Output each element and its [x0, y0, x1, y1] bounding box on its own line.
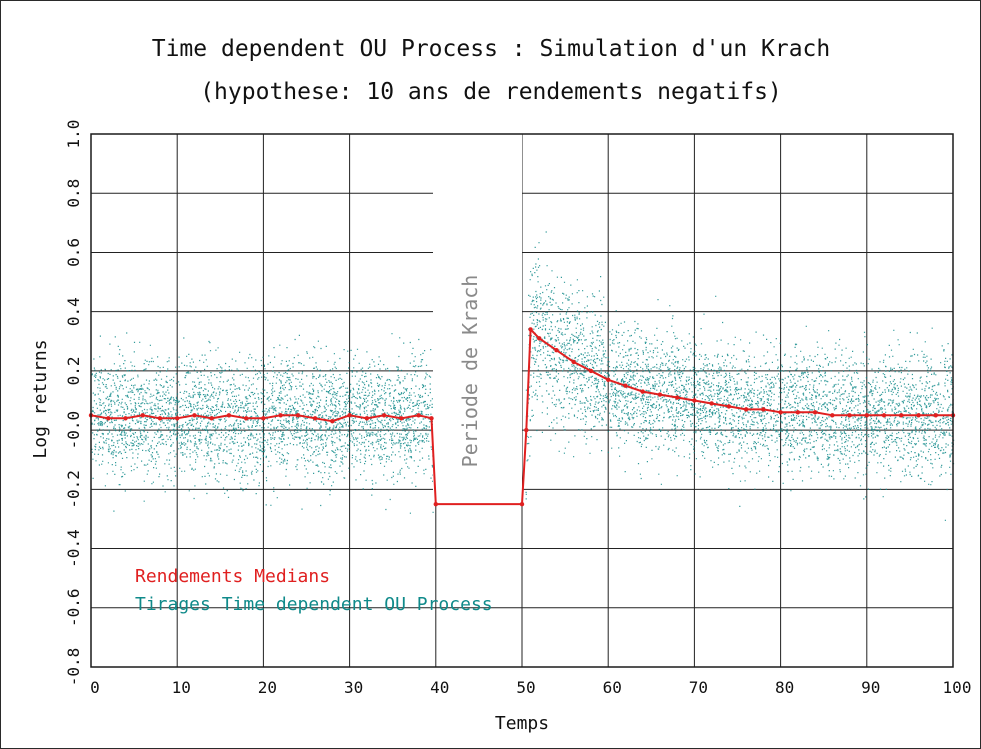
- median-point: [157, 416, 163, 421]
- legend-tirages: Tirages Time dependent OU Process: [135, 594, 493, 615]
- x-tick-label: 50: [516, 678, 535, 697]
- median-point: [312, 416, 318, 421]
- median-point: [657, 392, 663, 397]
- chart-title-line1: Time dependent OU Process : Simulation d…: [152, 36, 831, 62]
- y-axis-label: Log returns: [30, 339, 51, 458]
- median-point: [433, 501, 438, 507]
- median-point: [916, 413, 921, 418]
- median-point: [295, 413, 301, 418]
- median-point: [261, 416, 266, 421]
- median-point: [640, 389, 645, 394]
- median-point: [537, 336, 542, 341]
- plot-area: [90, 133, 954, 668]
- y-axis: -0.8 -0.6 -0.4 -0.2 -0.0 0.2 0.4 0.6 0.8 1.0: [64, 120, 83, 687]
- median-point: [933, 413, 938, 418]
- median-point: [226, 413, 232, 418]
- median-point: [881, 413, 887, 418]
- median-point: [278, 413, 283, 418]
- x-tick-label: 20: [258, 678, 277, 697]
- median-point: [347, 413, 352, 418]
- x-tick-label: 60: [603, 678, 622, 697]
- median-point: [175, 416, 180, 421]
- median-point: [761, 407, 766, 412]
- median-point: [812, 410, 818, 415]
- krach-annotation: Periode de Krach: [458, 275, 482, 468]
- x-tick-label: 70: [689, 678, 708, 697]
- median-point: [429, 416, 434, 421]
- x-tick-label: 90: [861, 678, 880, 697]
- median-point: [528, 327, 533, 332]
- median-point: [571, 359, 576, 365]
- x-axis-label: Temps: [495, 713, 549, 734]
- median-point: [554, 347, 559, 353]
- y-tick-label: 0.4: [64, 297, 83, 326]
- median-point: [830, 413, 835, 418]
- chart-title-line2: (hypothese: 10 ans de rendements negatif…: [200, 79, 782, 105]
- median-point: [726, 404, 732, 409]
- median-point: [606, 377, 611, 382]
- y-tick-label: -0.4: [64, 529, 83, 568]
- y-tick-label: -0.0: [64, 411, 83, 450]
- median-point: [209, 416, 214, 421]
- y-tick-label: 0.2: [64, 356, 83, 385]
- median-point: [623, 383, 628, 388]
- median-point: [330, 419, 335, 424]
- y-tick-label: 1.0: [64, 120, 83, 149]
- median-point: [519, 501, 525, 507]
- median-point: [192, 413, 197, 418]
- krach-window: [433, 134, 522, 506]
- x-tick-label: 30: [344, 678, 363, 697]
- median-point: [106, 416, 111, 421]
- median-point: [847, 413, 852, 418]
- y-tick-label: -0.6: [64, 589, 83, 628]
- median-point: [674, 395, 680, 400]
- median-point: [399, 416, 404, 421]
- median-point: [692, 398, 697, 403]
- median-point: [123, 416, 128, 421]
- median-point: [140, 413, 145, 418]
- x-tick-label: 80: [775, 678, 794, 697]
- y-tick-label: 0.6: [64, 238, 83, 267]
- median-point: [243, 416, 249, 421]
- median-line: [90, 327, 953, 506]
- y-tick-label: -0.2: [64, 470, 83, 509]
- median-point: [524, 427, 529, 433]
- median-point: [743, 407, 749, 412]
- median-point: [364, 416, 370, 421]
- x-tick-label: 0: [90, 678, 100, 697]
- median-point: [709, 401, 714, 406]
- y-tick-label: -0.8: [64, 648, 83, 687]
- y-tick-label: 0.8: [64, 179, 83, 208]
- median-point: [416, 413, 421, 418]
- median-point: [864, 413, 869, 418]
- legend-medians: Rendements Medians: [135, 566, 330, 587]
- median-point: [899, 413, 904, 418]
- x-tick-label: 40: [430, 678, 449, 697]
- median-series: [88, 327, 956, 507]
- median-point: [795, 410, 801, 415]
- x-axis: 0 10 20 30 40 50 60 70 80 90 100: [90, 678, 971, 697]
- x-tick-label: 10: [172, 678, 191, 697]
- median-point: [381, 413, 387, 418]
- x-tick-label: 100: [943, 678, 972, 697]
- median-point: [588, 368, 594, 374]
- median-point: [778, 410, 783, 415]
